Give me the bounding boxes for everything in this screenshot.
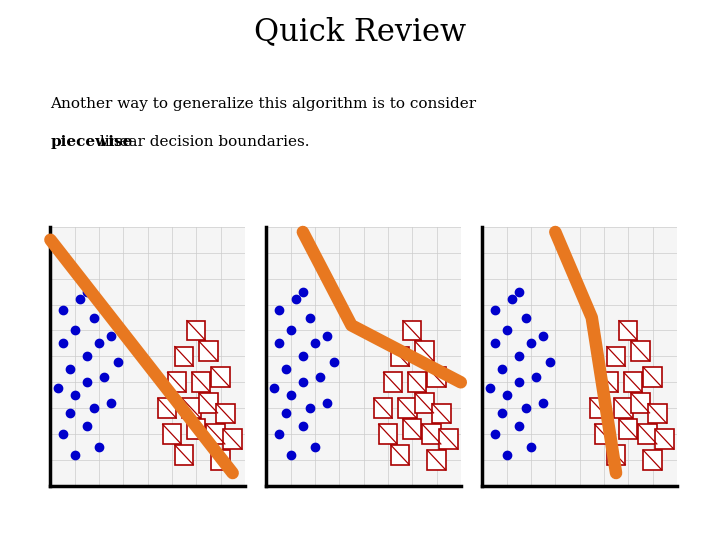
Bar [415, 341, 433, 361]
Bar [207, 424, 225, 444]
Bar [384, 373, 402, 392]
Bar [643, 367, 662, 387]
Bar [182, 399, 201, 418]
Bar [408, 373, 426, 392]
Bar [168, 373, 186, 392]
Bar [643, 450, 662, 470]
Bar [624, 373, 642, 392]
Bar [619, 321, 637, 340]
Bar [432, 403, 451, 423]
Bar [211, 367, 230, 387]
Bar [403, 321, 421, 340]
Bar [379, 424, 397, 444]
Bar [187, 321, 205, 340]
Bar [631, 341, 649, 361]
Bar [163, 424, 181, 444]
Bar [427, 367, 446, 387]
Bar [607, 347, 625, 366]
Bar [631, 393, 649, 413]
Bar [648, 403, 667, 423]
Bar [619, 419, 637, 439]
Bar [415, 393, 433, 413]
Bar [158, 399, 176, 418]
Text: piecewise: piecewise [50, 135, 132, 149]
Bar [639, 424, 657, 444]
Bar [187, 419, 205, 439]
Bar [607, 445, 625, 465]
Bar [590, 399, 608, 418]
Bar [614, 399, 633, 418]
Bar [391, 445, 409, 465]
Bar [175, 347, 193, 366]
Text: Quick Review: Quick Review [254, 16, 466, 47]
Bar [403, 419, 421, 439]
Bar [423, 424, 441, 444]
Text: linear decision boundaries.: linear decision boundaries. [95, 135, 310, 149]
Bar [199, 341, 217, 361]
Bar [655, 429, 674, 449]
Bar [391, 347, 409, 366]
Bar [374, 399, 392, 418]
Bar [427, 450, 446, 470]
Bar [595, 424, 613, 444]
Bar [199, 393, 217, 413]
Bar [223, 429, 242, 449]
Text: Another way to generalize this algorithm is to consider: Another way to generalize this algorithm… [50, 97, 477, 111]
Bar [192, 373, 210, 392]
Bar [439, 429, 458, 449]
Bar [175, 445, 193, 465]
Bar [216, 403, 235, 423]
Bar [600, 373, 618, 392]
Bar [398, 399, 417, 418]
Bar [211, 450, 230, 470]
